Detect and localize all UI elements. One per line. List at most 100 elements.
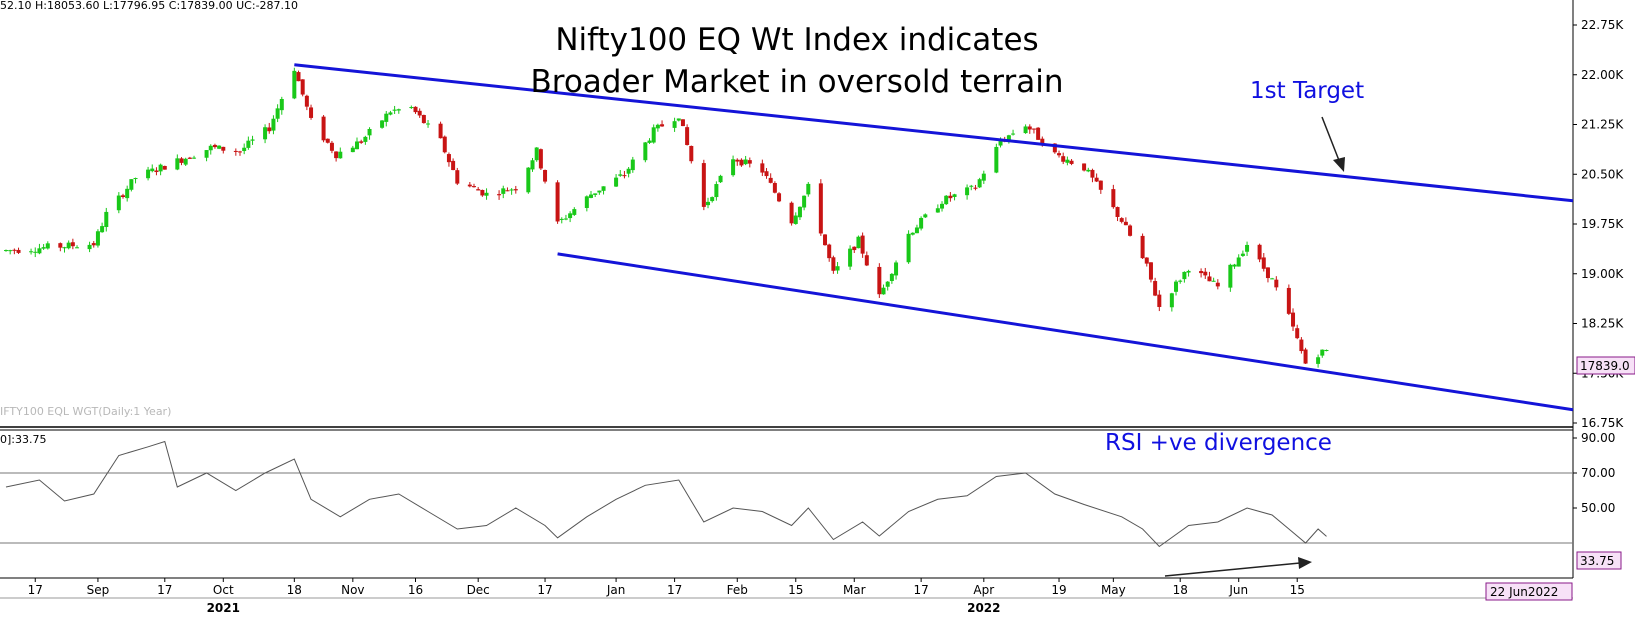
- candle-body: [923, 214, 928, 218]
- candle-body: [1182, 271, 1187, 280]
- candle-body: [1069, 160, 1074, 164]
- candle-body: [58, 243, 63, 248]
- candle-body: [768, 177, 773, 183]
- candle-body: [672, 121, 677, 128]
- x-tick-label: 16: [408, 583, 423, 597]
- candle-body: [16, 249, 21, 253]
- x-tick-label: 15: [1290, 583, 1305, 597]
- candle-body: [660, 124, 665, 127]
- svg-text:17839.0: 17839.0: [1580, 359, 1630, 373]
- candle-body: [714, 184, 719, 198]
- x-tick-label: May: [1101, 583, 1126, 597]
- candle-body: [480, 189, 485, 196]
- candle-body: [41, 247, 46, 249]
- candle-body: [45, 243, 50, 249]
- candle-body: [614, 177, 619, 187]
- candle-body: [777, 193, 782, 202]
- candle-body: [1144, 257, 1149, 264]
- candle-body: [835, 266, 840, 271]
- candle-body: [1169, 293, 1174, 308]
- rsi-y-axis: 90.00 70.00 50.00: [1573, 431, 1615, 515]
- candle-body: [998, 141, 1003, 146]
- candle-body: [338, 151, 343, 159]
- price-y-tick-label: 22.75K: [1581, 18, 1624, 32]
- candle-body: [940, 203, 945, 209]
- candle-body: [217, 145, 222, 149]
- candle-body: [827, 244, 832, 259]
- candle-body: [526, 167, 531, 193]
- price-y-tick-label: 21.25K: [1581, 118, 1624, 132]
- candle-body: [877, 266, 882, 295]
- candle-body: [914, 227, 919, 234]
- candle-body: [1023, 126, 1028, 134]
- candle-body: [948, 195, 953, 199]
- candle-body: [8, 250, 13, 252]
- candle-body: [823, 234, 828, 246]
- candle-body: [233, 150, 238, 152]
- x-tick-label: Feb: [727, 583, 748, 597]
- candle-body: [885, 281, 890, 287]
- candle-body: [1006, 135, 1011, 141]
- candle-body: [894, 262, 899, 276]
- candle-body: [334, 151, 339, 159]
- candle-body: [919, 217, 924, 229]
- x-year-label: 2021: [207, 601, 240, 615]
- candle-body: [1148, 262, 1153, 280]
- candle-body: [472, 186, 477, 188]
- candle-body: [446, 154, 451, 163]
- candle-body: [267, 127, 272, 132]
- candle-body: [881, 287, 886, 295]
- candle-body: [413, 106, 418, 113]
- candle-body: [601, 186, 606, 191]
- title-line-1: Nifty100 EQ Wt Index indicates: [555, 22, 1038, 58]
- candle-body: [87, 244, 92, 250]
- candle-body: [388, 112, 393, 115]
- candle-body: [952, 194, 957, 197]
- candle-body: [559, 218, 564, 220]
- candle-body: [555, 182, 560, 222]
- candle-body: [409, 107, 414, 109]
- candle-body: [104, 211, 109, 228]
- candle-body: [321, 116, 326, 141]
- candle-body: [12, 249, 17, 251]
- candle-body: [380, 120, 385, 128]
- candle-body: [655, 124, 660, 129]
- candle-body: [852, 246, 857, 251]
- candle-body: [62, 247, 67, 249]
- candle-body: [856, 236, 861, 249]
- candle-body: [192, 157, 197, 159]
- svg-text:22 Jun2022: 22 Jun2022: [1490, 585, 1558, 599]
- candle-body: [355, 141, 360, 150]
- candle-body: [1027, 126, 1032, 130]
- candle-body: [238, 151, 243, 153]
- candle-body: [175, 158, 180, 170]
- candle-body: [296, 72, 301, 82]
- candle-body: [246, 140, 251, 148]
- candle-body: [1236, 257, 1241, 267]
- candle-body: [718, 175, 723, 183]
- candle-body: [1123, 221, 1128, 226]
- x-tick-label: Oct: [213, 583, 234, 597]
- candle-body: [455, 170, 460, 184]
- candle-body: [263, 127, 268, 140]
- price-y-tick-label: 19.00K: [1581, 267, 1624, 281]
- candle-body: [764, 171, 769, 177]
- candle-body: [739, 159, 744, 166]
- candle-body: [384, 113, 389, 122]
- x-tick-label: 17: [157, 583, 172, 597]
- candle-body: [797, 206, 802, 218]
- candle-body: [1086, 169, 1091, 172]
- candle-body: [150, 168, 155, 172]
- candle-body: [1215, 282, 1220, 287]
- candle-body: [1211, 280, 1216, 282]
- candle-body: [116, 195, 121, 211]
- candle-body: [1240, 253, 1245, 256]
- candle-body: [304, 95, 309, 107]
- candle-body: [1115, 207, 1120, 217]
- candle-body: [1052, 143, 1057, 153]
- candle-body: [584, 196, 589, 208]
- candle-body: [538, 149, 543, 169]
- candle-body: [121, 195, 126, 197]
- rsi-value-badge: 33.75: [1576, 551, 1622, 570]
